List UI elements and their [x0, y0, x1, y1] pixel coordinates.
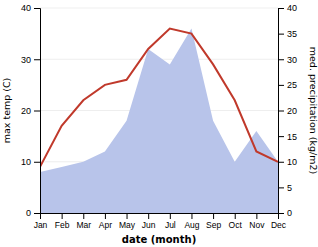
y2-axis: 0 5 10 15 20 25 30 35 40: [278, 3, 297, 218]
marks: [40, 29, 278, 214]
tick: 15: [278, 132, 297, 142]
tick: 0: [26, 208, 40, 218]
tick-mark: [278, 162, 284, 163]
tick: 0: [278, 208, 292, 218]
chart: JanFebMarAprMayJunJulAugSepOctNovDec0102…: [0, 0, 318, 247]
tick-mark: [170, 213, 171, 219]
tick-mark: [148, 213, 149, 219]
tick-label: 5: [287, 183, 292, 193]
tick-mark: [256, 213, 257, 219]
tick-label: Sep: [206, 220, 221, 230]
tick: 20: [278, 106, 297, 116]
tick-label: Nov: [249, 220, 265, 230]
tick-label: 40: [21, 3, 31, 13]
y-axis-title: max temp (C): [1, 78, 12, 144]
tick-label: Apr: [99, 220, 112, 230]
tick-mark: [62, 213, 63, 219]
tick-label: Dec: [271, 220, 287, 230]
tick-label: 30: [287, 55, 297, 65]
tick-mark: [278, 136, 284, 137]
tick-mark: [83, 213, 84, 219]
grid-line: [40, 8, 278, 9]
y2-axis-title: med. precipitation (kg/m2): [308, 47, 318, 174]
tick-mark: [213, 213, 214, 219]
tick-mark: [235, 213, 236, 219]
tick: Oct: [229, 213, 243, 230]
tick-mark: [278, 213, 284, 214]
tick: 40: [278, 3, 297, 13]
axis-line: [279, 9, 285, 214]
x-axis-title: date (month): [122, 234, 196, 245]
tick-mark: [34, 59, 40, 60]
area: [40, 29, 278, 214]
tick-label: 40: [287, 3, 297, 13]
tick-label: 35: [287, 29, 297, 39]
tick: 30: [21, 55, 40, 65]
axis-line: [41, 214, 279, 220]
line: [40, 29, 278, 167]
tick-label: Jul: [165, 220, 176, 230]
tick: Nov: [249, 213, 265, 230]
tick-label: Feb: [55, 220, 70, 230]
tick: Dec: [271, 213, 287, 230]
tick: Sep: [206, 213, 221, 230]
tick: 25: [278, 80, 297, 90]
tick-mark: [34, 8, 40, 9]
tick-mark: [278, 85, 284, 86]
tick-mark: [34, 213, 40, 214]
tick-mark: [278, 34, 284, 35]
tick-label: May: [119, 220, 136, 230]
tick: 40: [21, 3, 40, 13]
tick-label: Oct: [229, 220, 243, 230]
grid: [40, 8, 278, 213]
tick: Jun: [142, 213, 156, 230]
tick-label: Aug: [184, 220, 199, 230]
tick: Apr: [99, 213, 112, 230]
tick-mark: [278, 187, 284, 188]
tick-label: 20: [287, 106, 297, 116]
tick: Jan: [34, 213, 48, 230]
tick-label: 20: [21, 106, 31, 116]
x-axis: Jan Feb Mar Apr May Jun Jul Aug Sep Oct Nov Dec: [34, 213, 287, 230]
tick-label: 0: [287, 208, 292, 218]
tick-mark: [278, 8, 284, 9]
tick: Mar: [76, 213, 91, 230]
tick: Feb: [55, 213, 70, 230]
tick-label: Jan: [34, 220, 48, 230]
tick-mark: [127, 213, 128, 219]
tick-label: Jun: [142, 220, 156, 230]
y-axis: 0 10 20 30 40: [21, 3, 41, 218]
tick: 10: [21, 157, 40, 167]
tick: Aug: [184, 213, 199, 230]
tick-label: 25: [287, 80, 297, 90]
tick-label: 10: [287, 157, 297, 167]
tick-mark: [34, 111, 40, 112]
tick-mark: [278, 111, 284, 112]
axis-line: [34, 9, 41, 214]
tick: 30: [278, 55, 297, 65]
tick-mark: [278, 59, 284, 60]
tick: 20: [21, 106, 40, 116]
tick-label: 0: [26, 208, 31, 218]
tick-label: Mar: [76, 220, 91, 230]
tick-mark: [34, 162, 40, 163]
tick: May: [119, 213, 136, 230]
tick: 35: [278, 29, 297, 39]
plot-area: JanFebMarAprMayJunJulAugSepOctNovDec0102…: [21, 3, 297, 230]
tick-label: 15: [287, 132, 297, 142]
tick-mark: [191, 213, 192, 219]
tick: Jul: [165, 213, 176, 230]
tick: 5: [278, 183, 292, 193]
tick: 10: [278, 157, 297, 167]
tick-label: 10: [21, 157, 31, 167]
tick-mark: [105, 213, 106, 219]
tick-label: 30: [21, 55, 31, 65]
